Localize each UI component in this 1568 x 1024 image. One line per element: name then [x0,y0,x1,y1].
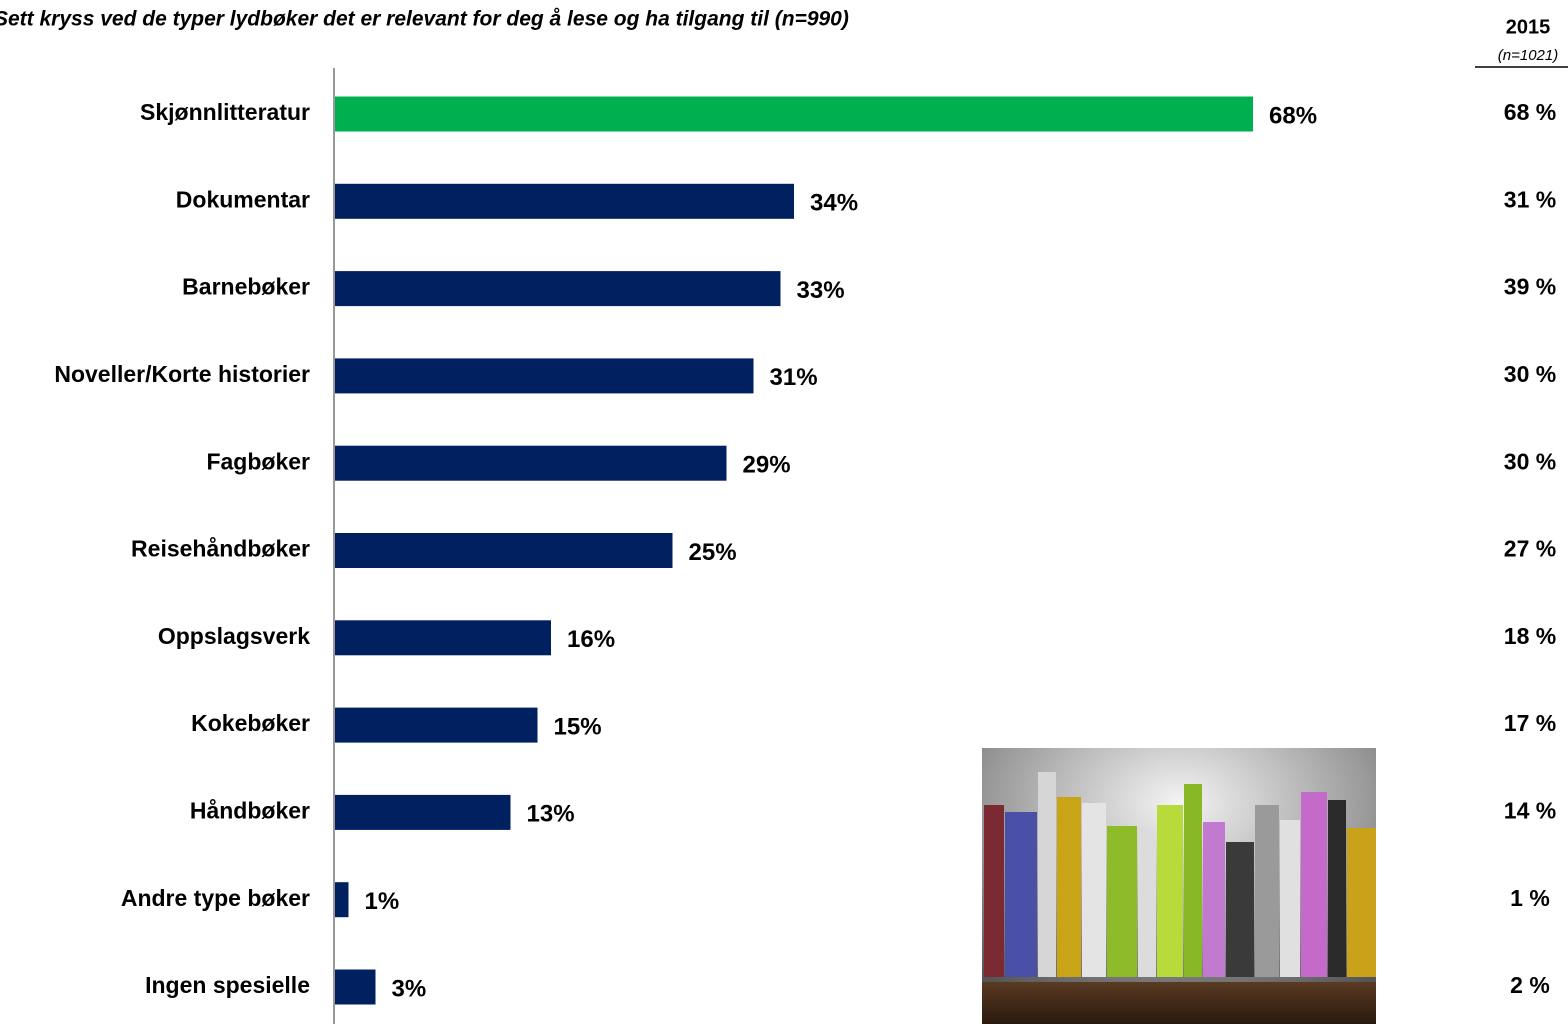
bar [335,183,794,219]
comparison-value: 17 % [1504,710,1556,736]
comparison-subtitle: (n=1021) [1498,47,1558,64]
bar [335,96,1253,132]
bar [335,882,349,918]
category-label: Oppslagsverk [158,623,310,649]
value-label: 13% [527,801,575,828]
comparison-value: 18 % [1504,623,1556,649]
comparison-title: 2015 [1506,16,1551,38]
value-label: 15% [554,713,602,740]
value-label: 3% [392,975,427,1002]
value-label: 29% [743,452,791,479]
bar [335,533,673,568]
comparison-value: 1 % [1510,885,1550,911]
value-label: 1% [365,888,400,915]
comparison-value: 68 % [1504,99,1556,125]
value-label: 68% [1269,102,1317,129]
value-label: 34% [810,190,858,217]
value-label: 25% [689,539,737,566]
category-label: Ingen spesielle [145,972,310,998]
comparison-value: 14 % [1504,797,1556,823]
bar [335,445,727,481]
comparison-value: 27 % [1504,536,1556,562]
chart-title: Sett kryss ved de typer lydbøker det er … [0,8,849,31]
category-label: Dokumentar [176,186,310,212]
value-label: 16% [567,626,615,653]
value-label: 33% [797,277,845,304]
comparison-value: 30 % [1504,361,1556,387]
category-label: Reisehåndbøker [131,536,310,562]
bar [335,620,551,656]
bar [335,794,511,830]
comparison-value: 2 % [1510,972,1550,998]
comparison-value: 31 % [1504,186,1556,212]
bar [335,969,376,1005]
bar [335,707,538,743]
category-label: Andre type bøker [121,885,310,911]
comparison-value: 39 % [1504,274,1556,300]
bookshelf-image [982,748,1376,1024]
comparison-value: 30 % [1504,448,1556,474]
category-label: Skjønnlitteratur [140,99,310,125]
category-label: Håndbøker [190,797,310,823]
bar [335,271,781,307]
category-label: Fagbøker [206,448,310,474]
value-label: 31% [770,364,818,391]
category-label: Kokebøker [191,710,310,736]
category-label: Noveller/Korte historier [54,361,310,387]
bar [335,358,754,394]
category-label: Barnebøker [182,274,310,300]
